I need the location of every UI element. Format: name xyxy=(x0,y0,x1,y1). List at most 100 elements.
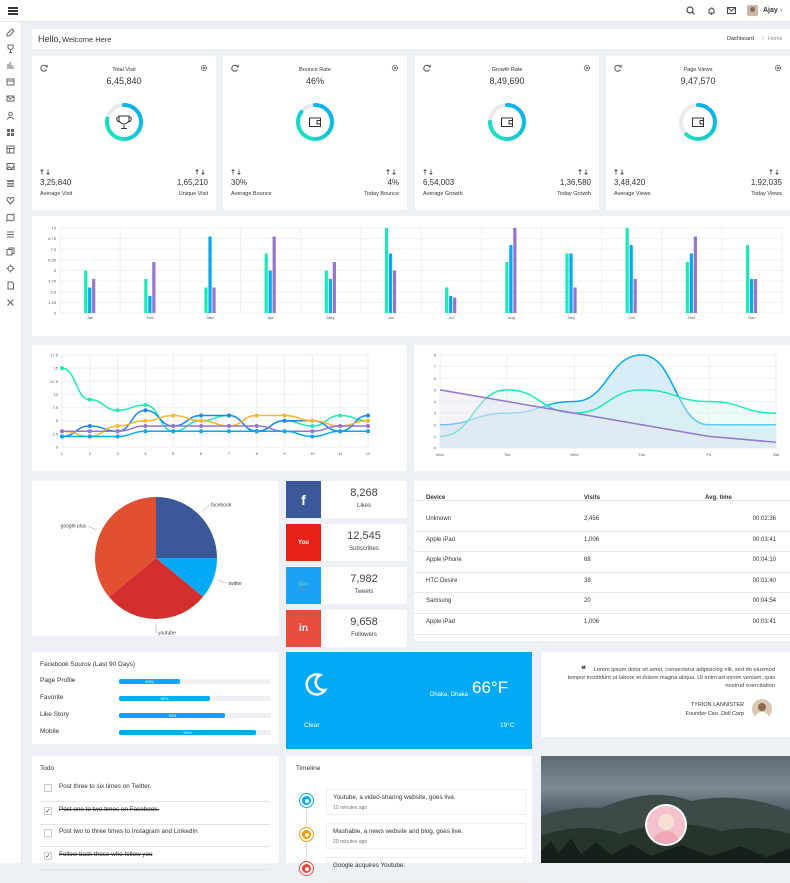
bar[interactable] xyxy=(332,262,336,313)
timeline-entry[interactable]: Mashable, a news website and blog, goes … xyxy=(326,823,526,849)
bar[interactable] xyxy=(264,253,268,314)
data-point[interactable] xyxy=(115,423,120,428)
bar[interactable] xyxy=(212,287,216,314)
data-point[interactable] xyxy=(366,413,370,418)
data-point[interactable] xyxy=(115,408,120,413)
bar[interactable] xyxy=(92,279,96,313)
bar[interactable] xyxy=(208,236,212,314)
bar[interactable] xyxy=(148,296,152,313)
data-point[interactable] xyxy=(87,397,92,402)
bar[interactable] xyxy=(685,262,689,313)
data-point[interactable] xyxy=(171,413,176,418)
data-point[interactable] xyxy=(282,413,287,418)
data-point[interactable] xyxy=(338,423,343,428)
close-icon[interactable] xyxy=(6,298,16,308)
data-point[interactable] xyxy=(199,423,204,428)
bar[interactable] xyxy=(573,287,577,314)
envelope-icon[interactable] xyxy=(6,94,16,104)
data-point[interactable] xyxy=(143,423,148,428)
data-point[interactable] xyxy=(254,423,259,428)
todo-item[interactable]: Post three to six times on Twitter. xyxy=(40,780,270,802)
data-point[interactable] xyxy=(282,418,287,423)
linkedin-icon[interactable]: in xyxy=(286,610,321,647)
data-point[interactable] xyxy=(171,423,176,428)
grid-icon[interactable] xyxy=(6,128,16,138)
crosshair-icon[interactable] xyxy=(6,264,16,274)
data-point[interactable] xyxy=(87,434,92,439)
data-point[interactable] xyxy=(310,434,315,439)
todo-item[interactable]: Post two to three times to Instagram and… xyxy=(40,825,270,847)
calendar-icon[interactable] xyxy=(6,77,16,87)
table-row[interactable]: Unknown 2,456 00:02:36 xyxy=(414,511,790,532)
data-point[interactable] xyxy=(199,413,204,418)
data-point[interactable] xyxy=(143,408,148,413)
bar[interactable] xyxy=(505,262,509,313)
pie-slice[interactable] xyxy=(156,497,217,558)
bar[interactable] xyxy=(449,296,453,313)
refresh-icon[interactable] xyxy=(40,64,48,72)
data-point[interactable] xyxy=(366,429,370,434)
bar[interactable] xyxy=(88,287,92,314)
todo-checkbox[interactable] xyxy=(44,784,52,792)
bar[interactable] xyxy=(513,228,517,313)
data-point[interactable] xyxy=(115,429,120,434)
data-point[interactable] xyxy=(143,418,148,423)
layout-icon[interactable] xyxy=(6,145,16,155)
bar[interactable] xyxy=(328,279,332,313)
bar[interactable] xyxy=(749,279,754,313)
breadcrumb-dashboard[interactable]: Dashboard xyxy=(727,36,754,42)
data-point[interactable] xyxy=(310,418,315,423)
table-row[interactable]: Apple iPhone 68 00:04:10 xyxy=(414,552,790,573)
data-point[interactable] xyxy=(366,423,370,428)
pie-slice[interactable] xyxy=(108,558,204,619)
refresh-icon[interactable] xyxy=(614,64,622,72)
data-point[interactable] xyxy=(171,429,176,434)
data-point[interactable] xyxy=(115,434,120,439)
table-row[interactable]: Apple iPad 1,006 00:03:41 xyxy=(414,532,790,553)
data-point[interactable] xyxy=(338,413,343,418)
youtube-icon[interactable]: You xyxy=(286,524,321,561)
bell-icon[interactable] xyxy=(707,6,716,15)
hamburger-menu-icon[interactable] xyxy=(8,7,18,15)
pie-slice[interactable] xyxy=(95,497,156,597)
copy-icon[interactable] xyxy=(6,247,16,257)
data-point[interactable] xyxy=(143,402,148,407)
refresh-icon[interactable] xyxy=(231,64,239,72)
data-point[interactable] xyxy=(310,423,315,428)
gear-icon[interactable] xyxy=(391,64,399,72)
bar[interactable] xyxy=(509,245,513,313)
bar[interactable] xyxy=(445,287,449,314)
bar[interactable] xyxy=(268,270,272,314)
bar[interactable] xyxy=(569,253,573,314)
gear-icon[interactable] xyxy=(774,64,782,72)
timeline-entry[interactable]: Google acquires Youtube. xyxy=(326,857,526,883)
mail-icon[interactable] xyxy=(727,7,736,14)
data-point[interactable] xyxy=(226,423,231,428)
table-row[interactable]: Apple iPad 1,006 00:03:41 xyxy=(414,614,790,635)
bar[interactable] xyxy=(689,253,693,314)
bar[interactable] xyxy=(693,236,697,314)
chevron-down-icon[interactable]: ⌄ xyxy=(779,7,785,13)
table-row[interactable]: Samsung 20 00:04:54 xyxy=(414,593,790,614)
data-point[interactable] xyxy=(254,413,259,418)
map-icon[interactable] xyxy=(6,213,16,223)
bar[interactable] xyxy=(204,287,208,314)
table-icon[interactable] xyxy=(6,179,16,189)
data-point[interactable] xyxy=(310,429,315,434)
image-icon[interactable] xyxy=(6,162,16,172)
todo-item[interactable]: ✓ Follow back those who follow you xyxy=(40,848,270,870)
bar[interactable] xyxy=(565,253,569,314)
pie-slice[interactable] xyxy=(156,558,217,597)
data-point[interactable] xyxy=(87,423,92,428)
data-point[interactable] xyxy=(199,418,204,423)
bar[interactable] xyxy=(384,228,389,313)
heart-icon[interactable] xyxy=(6,196,16,206)
edit-icon[interactable] xyxy=(6,28,16,38)
bar[interactable] xyxy=(745,245,750,313)
data-point[interactable] xyxy=(338,429,343,434)
gear-icon[interactable] xyxy=(583,64,591,72)
bar[interactable] xyxy=(324,270,328,314)
table-row[interactable]: HTC Desire 38 00:01:40 xyxy=(414,573,790,594)
file-icon[interactable] xyxy=(6,281,16,291)
bar[interactable] xyxy=(272,236,276,314)
